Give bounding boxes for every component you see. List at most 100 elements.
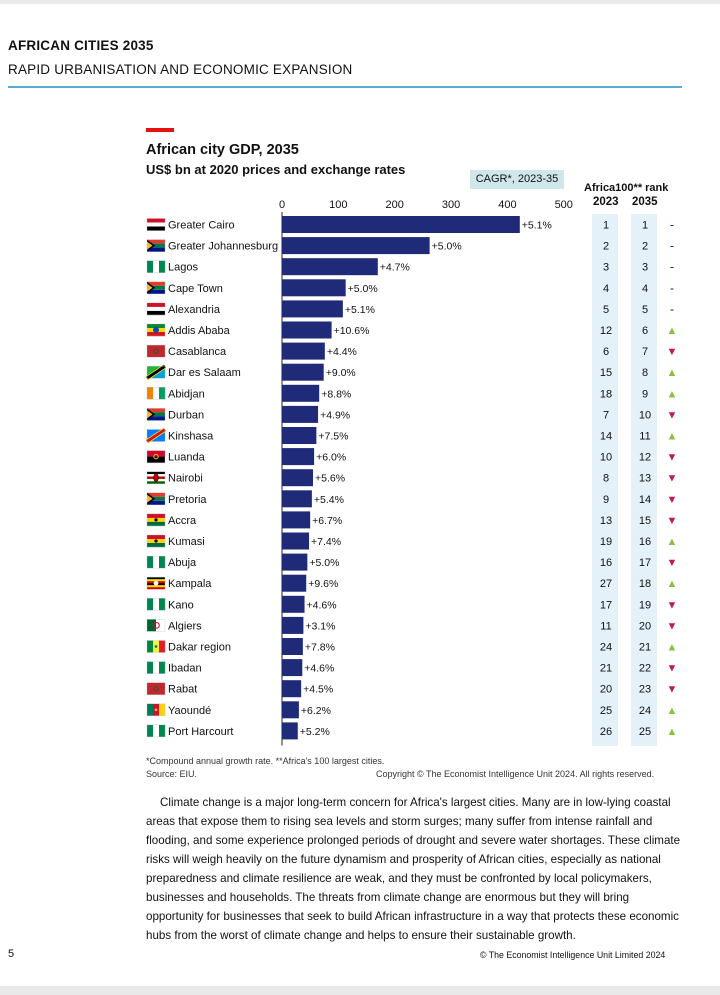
flag-band (146, 365, 166, 380)
flag-border (146, 598, 166, 611)
rank-2035-value: 10 (639, 409, 651, 421)
cagr-value-label: +6.7% (312, 515, 342, 527)
flag-border (146, 344, 166, 358)
south-africa-flag-icon (146, 281, 166, 294)
flag-stripe (159, 661, 166, 674)
cagr-value-label: +10.6% (334, 325, 370, 337)
rank-2035-value: 8 (642, 367, 648, 379)
gdp-bar (282, 595, 305, 613)
flag-border (146, 239, 166, 252)
flag-border (146, 682, 166, 695)
flag-border (146, 577, 166, 590)
city-label: Durban (168, 409, 204, 421)
rank-2035-value: 7 (642, 346, 648, 358)
flag-stripe (159, 724, 166, 737)
flag-stripe (147, 661, 154, 674)
rank-change-up-marker: ▲ (667, 431, 678, 443)
south-africa-flag-icon (146, 408, 166, 421)
rank-change-same-marker: - (670, 302, 674, 316)
flag-stripe (153, 724, 160, 737)
flag-stripe (147, 226, 165, 231)
city-label: Kampala (168, 578, 212, 590)
flag-stripe (159, 703, 166, 716)
flag-stripe (147, 640, 154, 653)
gdp-bar (282, 638, 303, 655)
chart-accent-mark (146, 128, 174, 132)
gdp-bar (282, 490, 312, 508)
flag-stripe (147, 243, 165, 248)
flag-stripe (147, 218, 165, 223)
rank-2023-value: 8 (603, 473, 609, 485)
x-tick-label: 300 (442, 199, 460, 211)
chart-title: African city GDP, 2035 (146, 142, 299, 158)
city-label: Pretoria (168, 494, 207, 506)
city-label: Nairobi (168, 473, 203, 485)
kenya-flag-icon (146, 471, 166, 484)
flag-stripe (147, 619, 157, 632)
flag-stripe (147, 579, 165, 582)
cagr-value-label: +5.0% (432, 241, 462, 253)
rank-change-down-marker: ▼ (667, 346, 678, 358)
flag-stripe (153, 387, 160, 400)
nigeria-flag-icon (146, 661, 166, 674)
rank-2023-value: 9 (603, 494, 609, 506)
flag-stripe (147, 585, 165, 588)
flag-border (146, 387, 166, 400)
flag-border (146, 366, 166, 379)
flag-stripe (147, 281, 165, 286)
dr-congo-flag-icon (145, 427, 167, 444)
gdp-bar (282, 469, 313, 487)
rank-2023-value: 21 (600, 663, 612, 675)
rank-2023-value: 14 (600, 431, 612, 443)
gdp-bar (282, 321, 332, 339)
rank-change-up-marker: ▲ (667, 705, 678, 717)
flag-stripe (147, 521, 165, 527)
rank-2023-column (592, 214, 618, 746)
cagr-value-label: +7.5% (318, 431, 348, 443)
city-label: Port Harcourt (168, 726, 233, 738)
flag-border (146, 429, 166, 442)
cagr-value-label: +4.6% (307, 599, 337, 611)
flag-stripe (147, 408, 165, 413)
rank-change-up-marker: ▲ (667, 325, 678, 337)
rank-2035-value: 4 (642, 283, 648, 295)
flag-stripe (147, 306, 165, 312)
flag-stripe (147, 556, 154, 569)
x-tick-label: 200 (386, 199, 404, 211)
rank-2023-value: 5 (603, 304, 609, 316)
gdp-bar (282, 532, 310, 550)
gdp-bar (282, 511, 311, 529)
flag-stripe (147, 332, 165, 337)
morocco-flag-icon (146, 682, 166, 695)
gdp-bar (282, 553, 308, 571)
gdp-bar (282, 216, 520, 233)
rank-2023-value: 13 (600, 515, 612, 527)
rank-2023-value: 2 (603, 241, 609, 253)
x-tick-label: 100 (329, 199, 347, 211)
flag-stripe (147, 412, 165, 417)
gdp-bar (282, 279, 346, 297)
rank-2023-header: 2023 (593, 196, 619, 208)
flag-triangle (147, 283, 153, 292)
flag-stripe (153, 661, 160, 674)
rank-2023-value: 3 (603, 262, 609, 274)
gdp-bar (282, 405, 319, 423)
rank-2023-value: 18 (600, 388, 612, 400)
rank-change-up-marker: ▲ (667, 642, 678, 654)
cagr-value-label: +9.0% (326, 367, 356, 379)
gdp-bar (282, 258, 378, 276)
flag-border (146, 218, 166, 231)
flag-border (146, 661, 166, 674)
rank-change-up-marker: ▲ (667, 536, 678, 548)
flag-stripe (147, 496, 165, 501)
rank-2035-value: 14 (639, 494, 651, 506)
cagr-value-label: +4.4% (327, 346, 357, 358)
rank-2023-value: 12 (600, 325, 612, 337)
flag-stripe (147, 416, 165, 421)
flag-stripe (147, 535, 165, 540)
flag-border (146, 619, 166, 632)
ethiopia-flag-icon (146, 323, 166, 337)
flag-stripe (156, 619, 166, 632)
rank-2035-value: 25 (639, 726, 651, 738)
flag-emblem (154, 539, 158, 543)
